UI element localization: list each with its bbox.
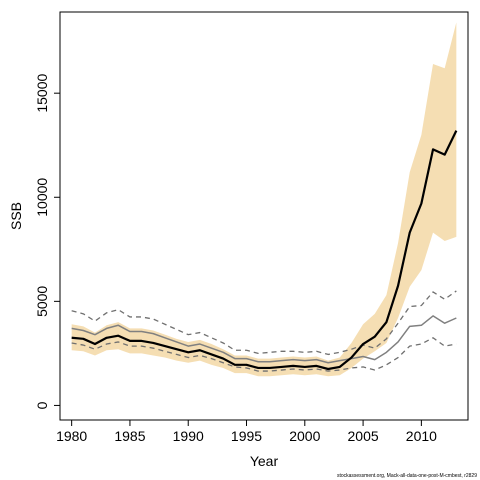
x-axis: 1980 1985 1990 1995 2000 2005 2010: [56, 420, 437, 444]
plot-frame: [59, 11, 469, 421]
x-tick-label: 2005: [348, 428, 379, 444]
y-axis: 0 5000 10000 15000: [34, 74, 60, 409]
x-tick-label: 2010: [406, 428, 437, 444]
x-tick-label: 1980: [56, 428, 87, 444]
secondary-estimate-line: [71, 315, 457, 364]
x-tick-label: 1995: [231, 428, 262, 444]
x-tick-label: 2000: [289, 428, 320, 444]
x-axis-title: Year: [250, 453, 279, 469]
y-tick-label: 10000: [34, 178, 50, 217]
series-lines-layer: [71, 130, 458, 372]
confidence-band: [71, 22, 457, 377]
secondary-upper-dashed-line: [71, 290, 457, 356]
y-tick-label: 5000: [34, 286, 50, 317]
x-tick-label: 1990: [173, 428, 204, 444]
y-tick-label: 0: [34, 401, 50, 409]
secondary-lower-dashed-line: [71, 337, 457, 372]
y-axis-title: SSB: [8, 202, 24, 230]
y-tick-label: 15000: [34, 74, 50, 113]
footer-credit: stockassessment.org, Mack-all-data-one-p…: [337, 473, 477, 479]
x-tick-label: 1985: [114, 428, 145, 444]
confidence-band-layer: [71, 22, 457, 377]
ssb-estimate-line: [71, 130, 458, 371]
